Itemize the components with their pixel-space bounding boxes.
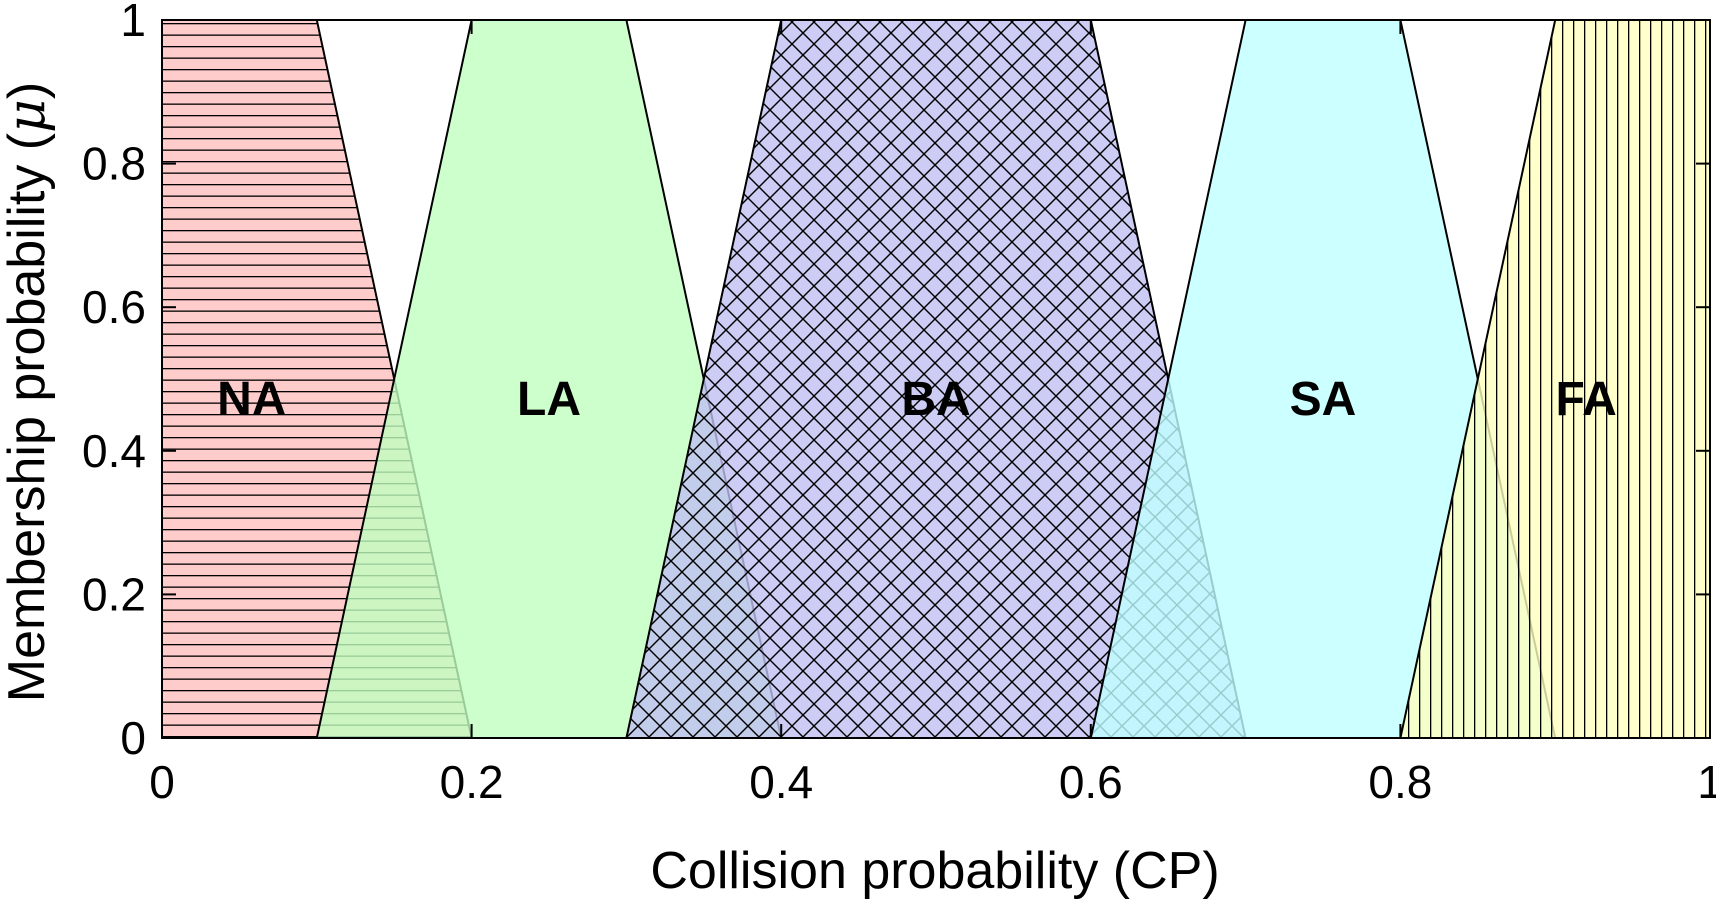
- x-tick-label: 1: [1697, 756, 1716, 808]
- y-axis-label-symbol: μ: [0, 99, 57, 133]
- y-axis-label-close: ): [0, 82, 56, 99]
- y-axis-label: Membership probability (μ): [0, 82, 57, 702]
- x-tick-label: 0.6: [1059, 756, 1123, 808]
- x-axis-label: Collision probability (CP): [650, 842, 1219, 900]
- set-ba: [625, 19, 1247, 739]
- set-label-na: NA: [217, 373, 286, 426]
- y-axis-label-text: Membership probability (: [0, 132, 56, 702]
- y-tick-label: 0.6: [82, 281, 146, 333]
- y-tick-label: 0: [120, 712, 146, 764]
- y-tick-label: 0.4: [82, 425, 146, 477]
- x-tick-label: 0.4: [749, 756, 813, 808]
- set-ba-hatch: [626, 20, 1246, 738]
- set-labels: NA LA BA SA FA: [217, 373, 1617, 426]
- set-label-fa: FA: [1555, 373, 1616, 426]
- membership-shapes: [161, 19, 1711, 739]
- plot-frame: [161, 19, 1711, 739]
- set-label-ba: BA: [901, 373, 970, 426]
- x-tick-label: 0: [149, 756, 175, 808]
- set-fa-hatch: [1400, 20, 1710, 738]
- y-tick-label: 0.2: [82, 568, 146, 620]
- axes: 0 0.2 0.4 0.6 0.8 1 0 0.2 0.4 0.6 0.8 1: [82, 0, 1716, 808]
- x-tick-label: 0.8: [1368, 756, 1432, 808]
- x-tick-label: 0.2: [440, 756, 504, 808]
- y-tick-label: 0.8: [82, 138, 146, 190]
- set-label-sa: SA: [1290, 373, 1357, 426]
- y-tick-label: 1: [120, 0, 146, 46]
- set-label-la: LA: [517, 373, 581, 426]
